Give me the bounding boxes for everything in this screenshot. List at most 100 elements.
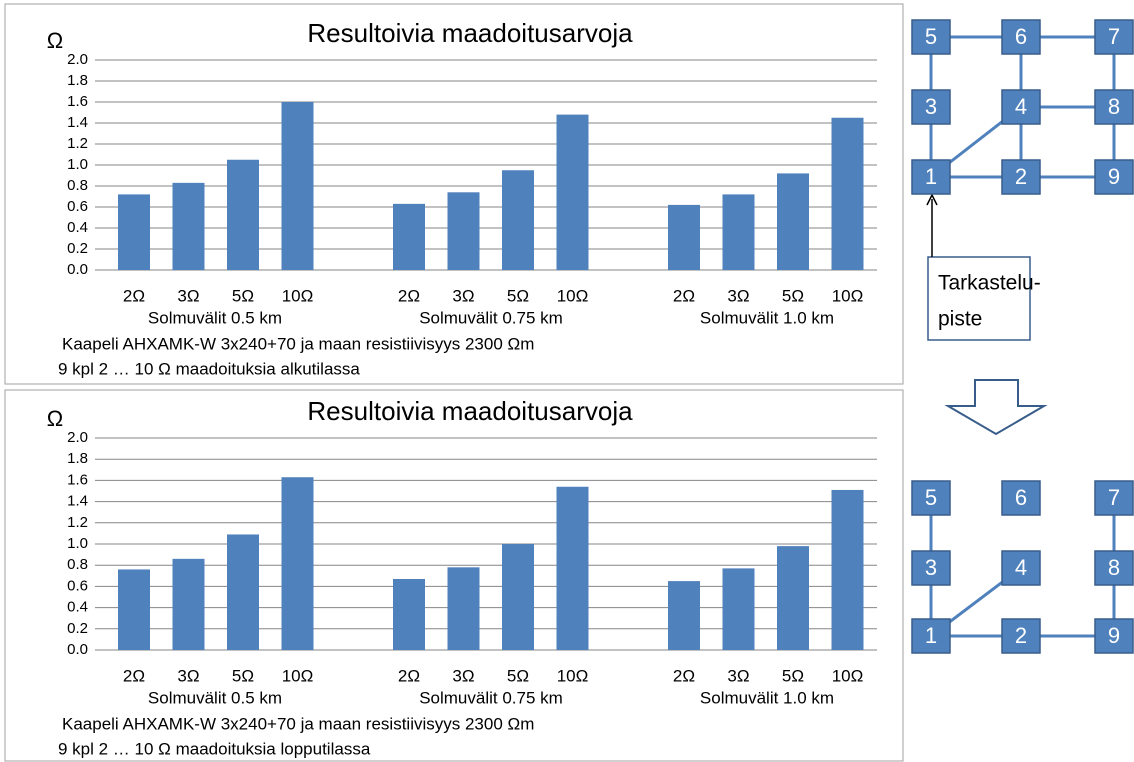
- node: [1094, 480, 1134, 516]
- bar: [777, 173, 809, 270]
- bar: [668, 204, 700, 270]
- y-tick-label: 0.0: [67, 261, 88, 278]
- node-label: 9: [1108, 623, 1120, 648]
- group-label: Solmuvälit 0.5 km: [148, 308, 282, 327]
- x-tick-label: 3Ω: [177, 666, 199, 685]
- note: Kaapeli AHXAMK-W 3x240+70 ja maan resist…: [62, 334, 534, 353]
- note: Kaapeli AHXAMK-W 3x240+70 ja maan resist…: [62, 714, 534, 733]
- node-label: 7: [1108, 24, 1120, 49]
- node-label: 6: [1015, 24, 1027, 49]
- y-tick-label: 0.2: [67, 620, 88, 637]
- x-tick-label: 2Ω: [673, 286, 695, 305]
- transition-arrow: [944, 379, 1048, 436]
- x-tick-label: 5Ω: [507, 286, 529, 305]
- bar: [668, 581, 700, 650]
- x-tick-label: 3Ω: [727, 286, 749, 305]
- node: [1001, 480, 1041, 516]
- node-label: 3: [925, 94, 937, 119]
- y-tick-label: 2.0: [67, 51, 88, 68]
- bar: [831, 117, 864, 270]
- x-tick-label: 10Ω: [832, 286, 864, 305]
- node: [1001, 550, 1041, 586]
- callout-text: Tarkastelu-: [938, 272, 1041, 295]
- node: [1001, 618, 1041, 654]
- x-tick-label: 3Ω: [177, 286, 199, 305]
- bar: [447, 567, 480, 650]
- node: [911, 159, 951, 195]
- x-tick-label: 2Ω: [123, 666, 145, 685]
- callout-text: piste: [938, 308, 982, 331]
- x-tick-label: 5Ω: [232, 286, 254, 305]
- bar: [777, 546, 809, 650]
- x-tick-label: 10Ω: [557, 666, 589, 685]
- bar: [281, 477, 314, 650]
- group-label: Solmuvälit 0.75 km: [419, 688, 563, 707]
- bar: [227, 159, 259, 270]
- y-tick-label: 1.4: [67, 114, 88, 131]
- x-tick-label: 2Ω: [673, 666, 695, 685]
- bar: [556, 114, 589, 270]
- node: [911, 550, 951, 586]
- bar: [393, 578, 425, 650]
- node-label: 3: [925, 555, 937, 580]
- x-tick-label: 5Ω: [232, 666, 254, 685]
- node: [1001, 89, 1041, 125]
- note: 9 kpl 2 … 10 Ω maadoituksia lopputilassa: [58, 739, 371, 758]
- y-tick-label: 0.6: [67, 577, 88, 594]
- bar: [118, 194, 150, 270]
- node: [911, 618, 951, 654]
- bar: [281, 102, 314, 270]
- callout-box: [927, 256, 1031, 341]
- node: [911, 19, 951, 55]
- node-label: 2: [1015, 164, 1027, 189]
- y-tick-label: 0.0: [67, 641, 88, 658]
- bar: [502, 170, 534, 270]
- node-label: 1: [925, 164, 937, 189]
- callout-arrowhead: [926, 193, 938, 206]
- y-axis-label: Ω: [47, 28, 63, 53]
- bar: [722, 194, 755, 270]
- node-label: 5: [925, 24, 937, 49]
- node-label: 9: [1108, 164, 1120, 189]
- group-label: Solmuvälit 0.75 km: [419, 308, 563, 327]
- y-axis-label: Ω: [47, 406, 63, 431]
- node: [911, 480, 951, 516]
- note: 9 kpl 2 … 10 Ω maadoituksia alkutilassa: [58, 359, 360, 378]
- node: [1094, 89, 1134, 125]
- x-tick-label: 5Ω: [507, 666, 529, 685]
- x-tick-label: 2Ω: [398, 666, 420, 685]
- y-tick-label: 1.4: [67, 493, 88, 510]
- bar: [172, 558, 205, 650]
- node-label: 6: [1015, 485, 1027, 510]
- y-tick-label: 1.0: [67, 156, 88, 173]
- x-tick-label: 10Ω: [282, 286, 314, 305]
- y-tick-label: 0.2: [67, 240, 88, 257]
- node-label: 2: [1015, 623, 1027, 648]
- x-tick-label: 3Ω: [452, 666, 474, 685]
- bar: [118, 569, 150, 650]
- node: [1094, 19, 1134, 55]
- node-label: 8: [1108, 94, 1120, 119]
- y-tick-label: 1.2: [67, 514, 88, 531]
- x-tick-label: 10Ω: [282, 666, 314, 685]
- bar: [831, 489, 864, 650]
- node: [1094, 159, 1134, 195]
- chart-frame: [4, 3, 904, 385]
- bar: [227, 534, 259, 650]
- chart-frame: [4, 389, 904, 762]
- group-label: Solmuvälit 1.0 km: [700, 688, 834, 707]
- node-label: 1: [925, 623, 937, 648]
- y-tick-label: 0.6: [67, 198, 88, 215]
- x-tick-label: 2Ω: [398, 286, 420, 305]
- x-tick-label: 10Ω: [832, 666, 864, 685]
- y-tick-label: 1.6: [67, 93, 88, 110]
- x-tick-label: 10Ω: [557, 286, 589, 305]
- group-label: Solmuvälit 0.5 km: [148, 688, 282, 707]
- y-tick-label: 2.0: [67, 429, 88, 446]
- y-tick-label: 0.4: [67, 219, 88, 236]
- x-tick-label: 3Ω: [727, 666, 749, 685]
- x-tick-label: 2Ω: [123, 286, 145, 305]
- y-tick-label: 0.4: [67, 599, 88, 616]
- node: [911, 89, 951, 125]
- chart-title: Resultoivia maadoitusarvoja: [307, 18, 633, 48]
